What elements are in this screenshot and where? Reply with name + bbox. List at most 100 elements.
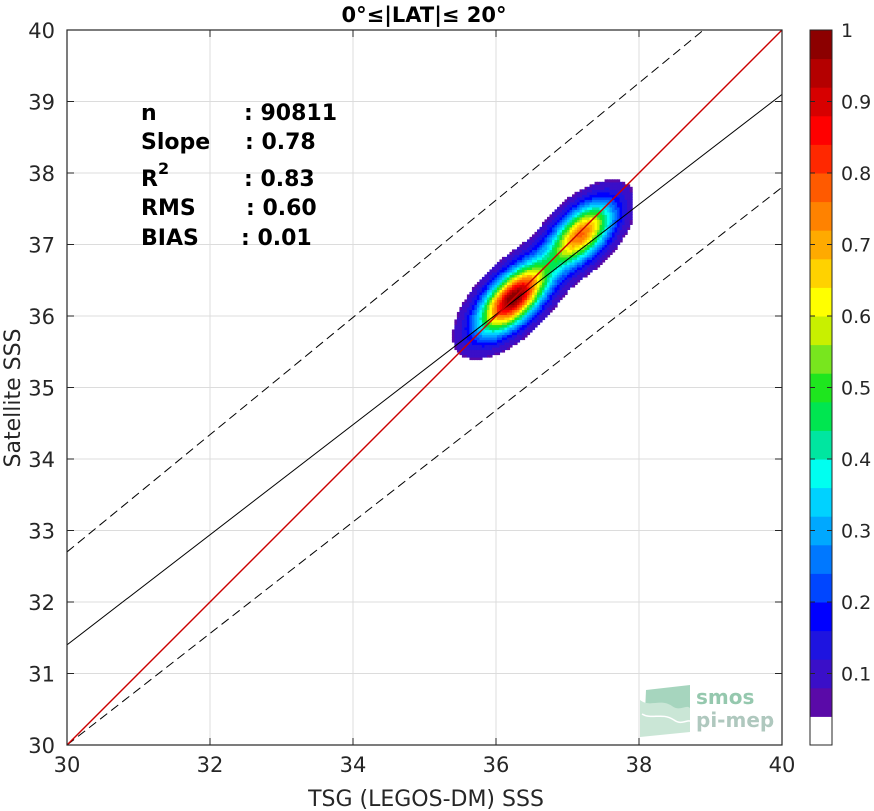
- density-cell: [589, 241, 593, 245]
- density-cell: [464, 301, 468, 306]
- density-cell: [579, 194, 583, 198]
- density-cell: [619, 214, 623, 218]
- density-cell: [511, 286, 516, 291]
- density-cell: [496, 281, 501, 286]
- density-cell: [516, 326, 521, 331]
- density-cell: [519, 294, 523, 298]
- density-cell: [489, 271, 493, 276]
- density-cell: [604, 179, 608, 183]
- density-cell: [494, 349, 498, 353]
- density-cell: [552, 266, 556, 271]
- density-cell: [554, 219, 558, 223]
- density-cell: [584, 214, 588, 218]
- density-cell: [569, 199, 573, 203]
- density-cell: [614, 214, 618, 218]
- density-cell: [549, 244, 553, 248]
- density-cell: [516, 304, 521, 308]
- density-cell: [491, 321, 496, 326]
- density-cell: [524, 314, 528, 318]
- density-cell: [526, 239, 531, 243]
- density-cell: [516, 261, 521, 265]
- density-cell: [514, 269, 518, 273]
- density-cell: [577, 221, 581, 225]
- density-cell: [544, 259, 548, 263]
- density-cell: [577, 246, 581, 250]
- density-cell: [544, 249, 548, 253]
- density-cell: [592, 214, 596, 218]
- density-cell: [624, 191, 628, 195]
- density-cell: [589, 234, 593, 238]
- density-cell: [491, 349, 496, 353]
- density-cell: [584, 261, 588, 265]
- density-cell: [594, 219, 598, 223]
- density-cell: [529, 301, 533, 306]
- density-cell: [509, 271, 513, 276]
- density-cell: [529, 254, 533, 258]
- density-cell: [534, 244, 538, 248]
- density-cell: [536, 314, 541, 318]
- density-cell: [622, 181, 626, 185]
- density-cell: [624, 209, 628, 213]
- density-cell: [496, 346, 501, 351]
- density-cell: [554, 269, 558, 273]
- density-cell: [569, 249, 573, 253]
- density-cell: [602, 224, 606, 228]
- density-cell: [464, 339, 468, 343]
- density-cell: [471, 346, 476, 351]
- density-cell: [496, 329, 501, 333]
- density-cell: [609, 236, 613, 240]
- density-cell: [539, 296, 543, 301]
- density-cell: [534, 321, 538, 326]
- density-cell: [519, 271, 523, 276]
- density-cell: [529, 306, 533, 311]
- density-cell: [627, 199, 631, 203]
- density-cell: [554, 214, 558, 218]
- density-cell: [559, 264, 563, 268]
- density-cell: [504, 311, 508, 316]
- density-cell: [602, 219, 606, 223]
- density-cell: [524, 294, 528, 298]
- density-cell: [564, 234, 568, 238]
- density-cell: [604, 219, 608, 223]
- density-cell: [559, 211, 563, 215]
- density-cell: [569, 206, 573, 210]
- density-cell: [531, 319, 536, 323]
- colorbar-tick-label: 0.3: [841, 521, 871, 543]
- density-cell: [629, 194, 633, 198]
- density-cell: [539, 249, 543, 253]
- density-cell: [602, 194, 606, 198]
- density-cell: [547, 266, 551, 271]
- density-cell: [456, 326, 461, 331]
- y-tick-label: 37: [28, 234, 55, 258]
- density-cell: [567, 226, 571, 230]
- density-cell: [496, 296, 501, 301]
- density-cell: [514, 324, 518, 328]
- density-cell: [582, 244, 586, 248]
- density-cell: [549, 274, 553, 278]
- density-cell: [516, 299, 521, 303]
- density-cell: [617, 214, 621, 218]
- density-cell: [604, 254, 608, 258]
- density-cell: [459, 344, 463, 348]
- density-cell: [609, 189, 613, 193]
- y-tick-label: 32: [28, 591, 55, 615]
- density-cell: [524, 276, 528, 281]
- density-cell: [577, 264, 581, 268]
- density-cell: [559, 294, 563, 298]
- density-cell: [572, 219, 576, 223]
- density-cell: [554, 216, 558, 220]
- density-cell: [604, 226, 608, 230]
- density-cell: [486, 294, 491, 298]
- density-cell: [526, 256, 531, 260]
- density-cell: [579, 239, 583, 243]
- density-cell: [466, 296, 471, 301]
- density-cell: [559, 266, 563, 271]
- density-cell: [456, 316, 461, 321]
- density-cell: [501, 266, 506, 271]
- density-cell: [604, 256, 608, 260]
- density-cell: [629, 216, 633, 220]
- density-cell: [494, 269, 498, 273]
- density-cell: [582, 214, 586, 218]
- density-cell: [607, 221, 611, 225]
- density-cell: [622, 231, 626, 235]
